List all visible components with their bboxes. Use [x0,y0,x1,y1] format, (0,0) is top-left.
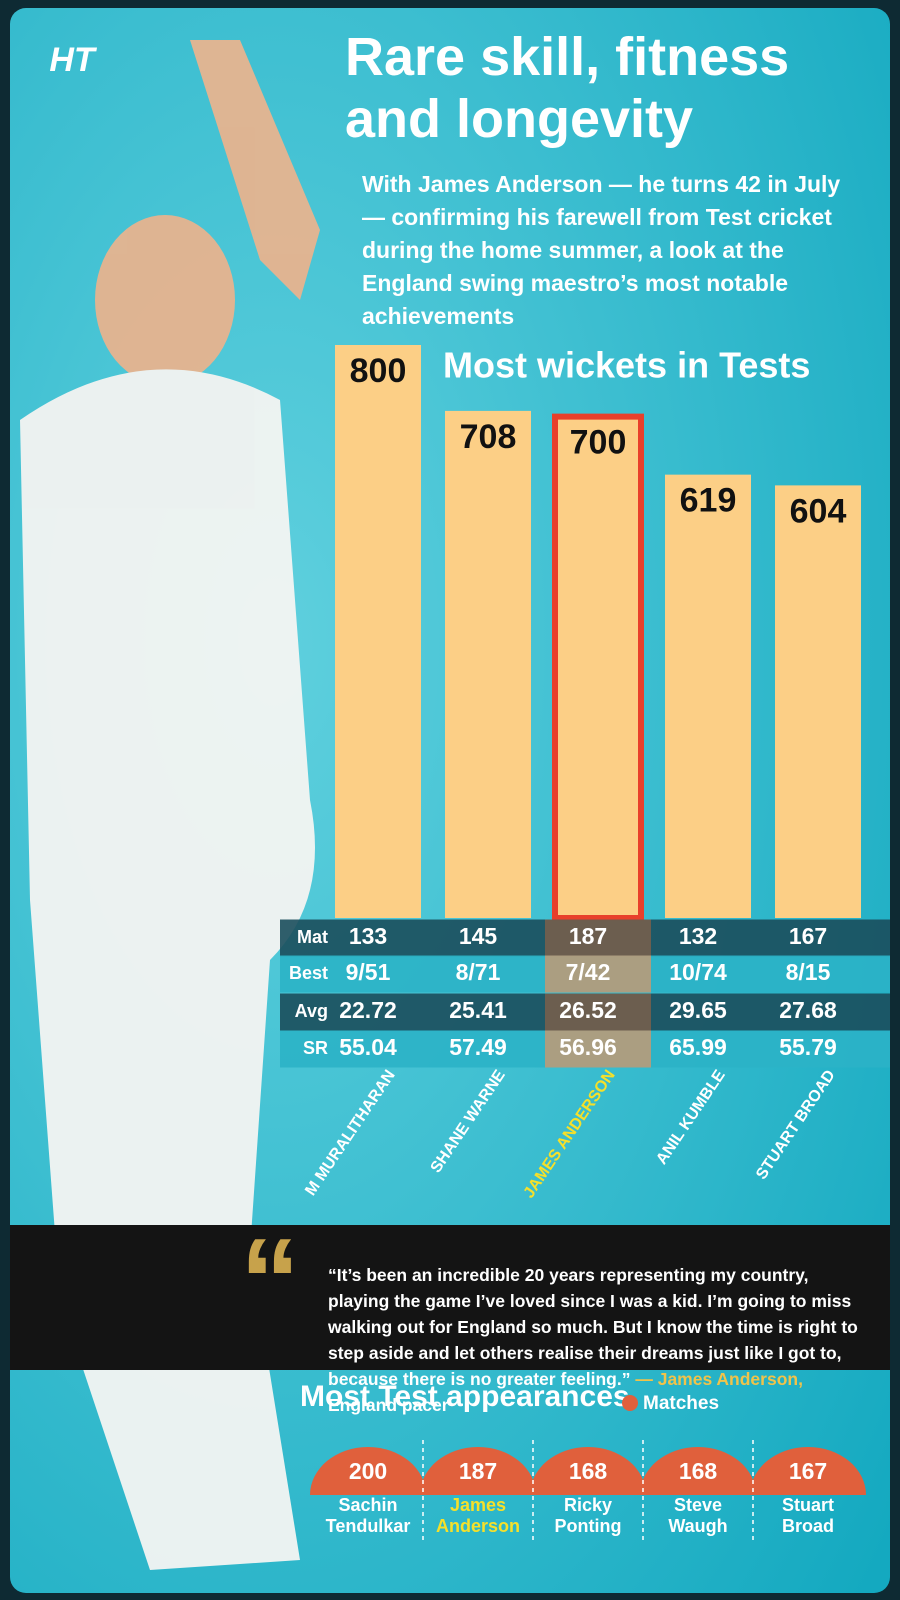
value-label: 168 [679,1458,718,1484]
bar [335,345,421,918]
table-cell: 55.79 [779,1034,837,1060]
label-line: Steve [674,1495,722,1515]
table-cell: 145 [459,923,498,949]
row-label: Best [289,963,328,983]
value-label: 619 [680,482,737,520]
legend-swatch [622,1395,638,1411]
label-line: Broad [782,1516,834,1536]
category-label: Ricky Ponting [555,1495,622,1536]
table-cell: 10/74 [669,959,727,985]
quote-mark: “ [240,1214,300,1348]
semicircle [420,1447,536,1495]
chart-title: Most Test appearances [300,1380,630,1413]
label-line: Ponting [555,1516,622,1536]
row-label: SR [303,1038,328,1058]
highlight-cell [545,1030,651,1068]
value-label: 708 [460,418,517,456]
label-line: James [450,1495,506,1515]
value-label: 200 [349,1458,387,1484]
table-cell: 27.68 [779,997,837,1023]
legend-label: Matches [643,1393,719,1414]
label-line: Ricky [564,1495,612,1515]
bar [775,485,861,918]
category-label: James Anderson [436,1495,520,1536]
table-cell: 56.96 [559,1034,617,1060]
value-label: 700 [570,424,627,462]
label-line: Stuart [782,1495,834,1515]
quote-role: England pacer [328,1395,449,1415]
table-cell: 132 [679,923,717,949]
highlight-cell [545,955,651,993]
table-cell: 9/51 [346,959,391,985]
category-label: Sachin Tendulkar [326,1495,411,1536]
table-cell: 7/42 [566,959,611,985]
bar [445,410,531,918]
table-cell: 26.52 [559,997,617,1023]
value-label: 187 [459,1458,497,1484]
quote-author: — James Anderson, [635,1369,803,1389]
subtitle: With James Anderson — he turns 42 in Jul… [362,171,841,329]
logo: HT [49,41,98,79]
category-label: Stuart Broad [782,1495,834,1536]
table-cell: 29.65 [669,997,727,1023]
bar [665,474,751,918]
table-cell: 25.41 [449,997,507,1023]
table-cell: 167 [789,923,827,949]
category-label: Steve Waugh [668,1495,727,1536]
table-cell: 65.99 [669,1034,727,1060]
row-label: Mat [297,927,328,947]
label-line: Tendulkar [326,1516,411,1536]
table-cell: 133 [349,923,387,949]
semicircle [750,1447,866,1495]
quote-band [10,1225,890,1370]
value-label: 168 [569,1458,608,1484]
label-line: Anderson [436,1516,520,1536]
quote: “It’s been an incredible 20 years repres… [328,1262,868,1418]
quote-text: “It’s been an incredible 20 years repres… [328,1265,858,1389]
value-label: 167 [789,1458,827,1484]
table-cell: 55.04 [339,1034,397,1060]
semicircle [310,1447,426,1495]
label-line: Sachin [338,1495,397,1515]
chart-title: Most wickets in Tests [443,345,810,386]
highlight-cell [545,919,651,957]
table-cell: 57.49 [449,1034,507,1060]
title: Rare skill, fitness and longevity [345,27,790,149]
table-cell: 22.72 [339,997,397,1023]
table-cell: 8/15 [786,959,831,985]
table-cell: 8/71 [456,959,501,985]
highlight-cell [545,993,651,1031]
row-label: Avg [295,1001,328,1021]
label-line: Waugh [668,1516,727,1536]
semicircle [640,1447,756,1495]
bar [552,413,644,921]
value-label: 800 [350,352,407,390]
table-cell: 187 [569,923,607,949]
semicircle [530,1447,646,1495]
value-label: 604 [790,492,847,530]
